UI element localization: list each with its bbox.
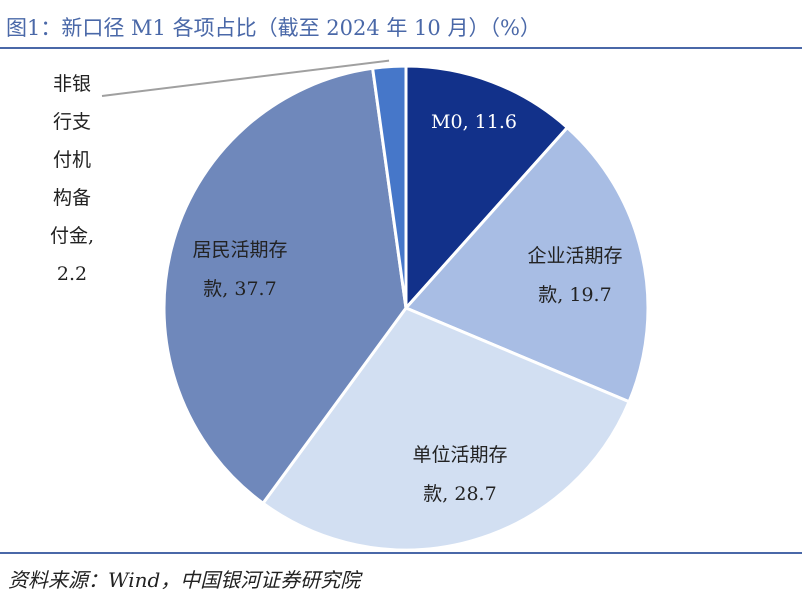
- slice-label-line: 款, 19.7: [538, 284, 611, 306]
- slice-label-line: 构备: [53, 187, 91, 209]
- slice-label-line: 单位活期存: [412, 444, 507, 466]
- slice-label-line: 款, 37.7: [203, 278, 276, 300]
- slice-label-3: 居民活期存款, 37.7: [192, 239, 287, 300]
- leader-line: [101, 59, 390, 97]
- pie-slice-4: [371, 64, 408, 310]
- slice-label-4: 非银行支付机构备付金, 2.2: [50, 73, 94, 285]
- pie-slice-3: [162, 66, 408, 505]
- slice-label-line: 款, 28.7: [423, 483, 496, 505]
- pie-slice-2: [261, 306, 631, 552]
- top-divider: [0, 47, 802, 49]
- slice-label-2: 单位活期存款, 28.7: [412, 444, 507, 505]
- slice-label-line: 企业活期存: [527, 245, 622, 267]
- slice-label-line: 非银: [53, 73, 91, 95]
- slice-label-line: 居民活期存: [192, 239, 287, 261]
- slice-label-line: 付机: [53, 149, 91, 171]
- slice-label-1: 企业活期存款, 19.7: [527, 245, 622, 306]
- slice-label-line: 2.2: [57, 263, 87, 285]
- slice-label-line: 行支: [53, 111, 91, 133]
- source-note: 资料来源：Wind，中国银河证券研究院: [8, 568, 361, 592]
- pie-slice-0: [404, 64, 569, 310]
- slice-label-0: M0, 11.6: [431, 111, 517, 133]
- bottom-divider: [0, 552, 802, 554]
- slice-label-line: 付金,: [50, 225, 94, 247]
- chart-title: 图1：新口径 M1 各项占比（截至 2024 年 10 月）（%）: [6, 16, 541, 40]
- slice-label-line: M0, 11.6: [431, 111, 517, 133]
